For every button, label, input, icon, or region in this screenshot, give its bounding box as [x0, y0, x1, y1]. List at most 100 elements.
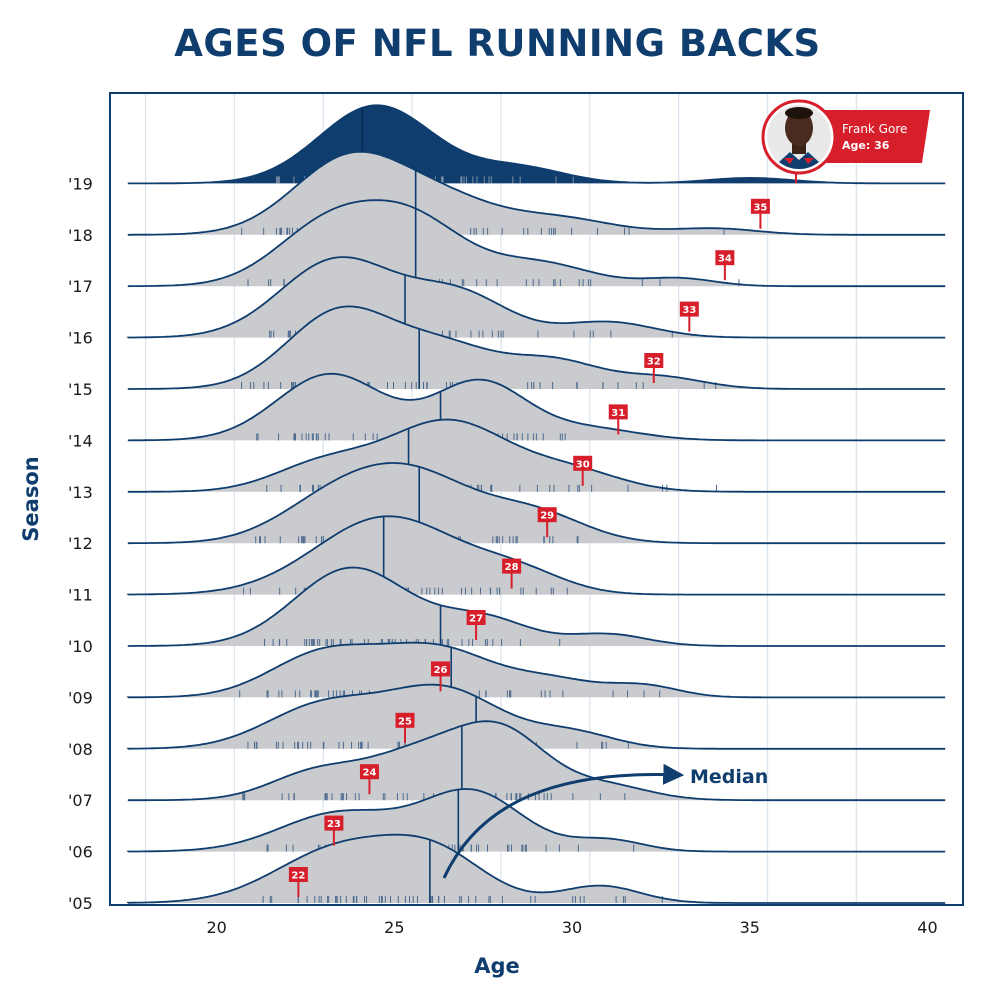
- gore-age-badge: [324, 815, 344, 831]
- y-tick-label: '15: [68, 380, 93, 399]
- player-callout: Frank Gore Age: 36: [761, 99, 930, 175]
- frank-gore-markers: 22 23 24 25 26 27 28 29 30 31 32 33 34 35: [288, 170, 797, 897]
- callout-banner: [820, 110, 930, 163]
- y-tick-label: '06: [68, 843, 93, 862]
- y-tick-label: '12: [68, 534, 93, 553]
- gore-age-badge: [608, 404, 628, 420]
- median-label: Median: [690, 766, 768, 788]
- gore-age-badge: [715, 250, 735, 266]
- x-axis-ticks: 20 25 30 35 40: [206, 918, 937, 937]
- gore-age-badge: [466, 610, 486, 625]
- y-tick-label: '13: [68, 483, 93, 502]
- gore-marker: 31: [608, 404, 628, 435]
- y-tick-label: '16: [68, 329, 93, 348]
- gore-age-badge: [644, 353, 664, 368]
- gore-age-label: 23: [327, 819, 341, 830]
- density-line: [127, 566, 946, 647]
- gore-marker: 34: [715, 250, 735, 281]
- gore-age-label: 32: [647, 357, 661, 368]
- density-area: [127, 642, 946, 698]
- gore-marker: 30: [573, 455, 593, 486]
- density-line: [127, 150, 946, 236]
- y-tick-label: '07: [68, 791, 93, 810]
- y-tick-label: '11: [68, 586, 93, 605]
- y-axis-title: Season: [19, 456, 43, 541]
- gore-age-badge: [359, 764, 379, 780]
- gore-age-label: 24: [362, 768, 376, 779]
- density-area: [127, 834, 946, 903]
- gore-age-label: 33: [682, 305, 696, 316]
- gore-marker: 35: [750, 198, 770, 229]
- x-axis-title: Age: [474, 954, 520, 978]
- ridge-0: [126, 833, 946, 904]
- density-line: [126, 788, 946, 853]
- gore-marker: 33: [679, 301, 699, 332]
- density-line: [127, 305, 946, 390]
- gore-age-badge: [573, 455, 593, 471]
- callout-player-name: Frank Gore: [842, 122, 907, 136]
- y-tick-label: '17: [68, 277, 93, 296]
- y-tick-label: '18: [68, 226, 93, 245]
- y-tick-label: '19: [68, 174, 93, 193]
- gore-marker: 29: [537, 507, 557, 538]
- gore-marker: 24: [359, 764, 379, 795]
- ridge-5: [127, 566, 946, 647]
- density-line: [126, 833, 946, 904]
- density-line: [126, 256, 946, 339]
- density-area: [127, 789, 946, 852]
- density-area: [127, 306, 946, 389]
- gore-age-label: 31: [611, 408, 625, 419]
- y-tick-label: '10: [68, 637, 93, 656]
- y-tick-label: '14: [68, 431, 93, 450]
- density-area: [127, 419, 946, 492]
- gore-age-badge: [750, 198, 770, 214]
- density-line: [127, 418, 946, 493]
- gore-age-badge: [431, 661, 451, 677]
- median-arrow: [442, 763, 685, 879]
- plot-frame: [109, 92, 964, 906]
- y-axis-ticks: '05 '06 '07 '08 '09 '10 '11 '12 '13 '14 '15 '16 '17 '…: [68, 174, 93, 913]
- gore-marker: 28: [502, 558, 522, 589]
- gore-age-label: 34: [718, 254, 732, 265]
- density-line: [127, 199, 946, 288]
- density-area: [127, 567, 946, 646]
- gore-age-label: 35: [753, 202, 767, 213]
- density-line: [127, 104, 946, 185]
- callout-player-age: Age: 36: [842, 139, 890, 152]
- gore-age-badge: [537, 507, 557, 523]
- gore-age-label: 28: [505, 562, 519, 573]
- density-line: [126, 683, 946, 750]
- gore-age-label: 27: [469, 614, 483, 625]
- gore-marker: 32: [644, 353, 664, 383]
- density-area: [127, 463, 946, 544]
- gore-age-label: 26: [434, 665, 448, 676]
- ridges: [126, 104, 946, 904]
- density-line: [126, 641, 946, 699]
- gore-age-label: 29: [540, 511, 554, 522]
- gore-marker: 23: [324, 815, 344, 846]
- gore-marker: 25: [395, 712, 415, 743]
- gore-marker: 22: [288, 867, 308, 897]
- density-area: [127, 721, 946, 801]
- y-tick-label: '08: [68, 740, 93, 759]
- gore-age-badge: [395, 712, 415, 728]
- gore-marker: 26: [431, 661, 451, 692]
- x-tick-label: 25: [384, 918, 404, 937]
- x-tick-label: 30: [562, 918, 582, 937]
- y-tick-label: '05: [68, 894, 93, 913]
- density-line: [127, 372, 946, 442]
- density-line: [126, 515, 946, 596]
- gore-age-badge: [288, 867, 308, 882]
- gore-age-label: 22: [291, 871, 305, 882]
- ridge-4: [126, 641, 946, 699]
- density-line: [127, 720, 946, 802]
- density-area: [127, 684, 946, 749]
- x-tick-label: 40: [917, 918, 937, 937]
- gore-age-badge: [679, 301, 699, 317]
- chart-title: AGES OF NFL RUNNING BACKS: [174, 22, 821, 65]
- gore-marker: 27: [466, 610, 486, 640]
- gore-age-badge: [502, 558, 522, 574]
- gore-age-label: 30: [576, 459, 590, 470]
- x-tick-label: 20: [206, 918, 226, 937]
